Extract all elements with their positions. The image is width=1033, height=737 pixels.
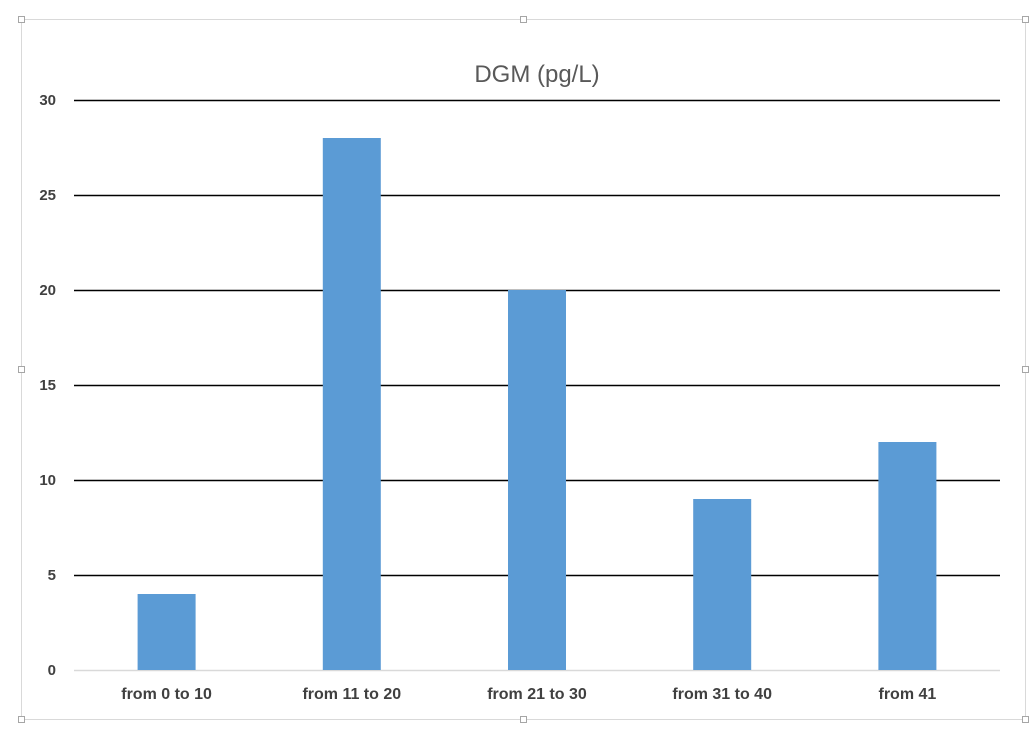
bar — [137, 594, 196, 670]
y-tick-label: 30 — [39, 92, 56, 109]
x-category-label: from 31 to 40 — [672, 686, 772, 703]
resize-handle[interactable] — [1022, 366, 1029, 373]
bar — [322, 138, 381, 670]
x-category-label: from 0 to 10 — [121, 686, 212, 703]
resize-handle[interactable] — [18, 716, 25, 723]
y-tick-label: 20 — [39, 282, 56, 299]
resize-handle[interactable] — [1022, 716, 1029, 723]
y-tick-label: 0 — [48, 662, 56, 679]
bars — [137, 138, 937, 670]
y-tick-label: 15 — [39, 377, 56, 394]
y-tick-label: 25 — [39, 187, 56, 204]
bar — [693, 499, 752, 670]
chart-title: DGM (pg/L) — [474, 61, 599, 88]
x-category-label: from 41 — [879, 686, 937, 703]
bar — [878, 442, 937, 670]
resize-handle[interactable] — [18, 366, 25, 373]
y-axis-ticks: 0 5 10 15 20 25 30 — [39, 92, 56, 679]
x-category-label: from 11 to 20 — [302, 686, 401, 703]
y-tick-label: 5 — [48, 567, 56, 584]
bar — [508, 290, 566, 670]
resize-handle[interactable] — [520, 16, 527, 23]
selection-handles[interactable] — [18, 16, 1029, 723]
resize-handle[interactable] — [520, 716, 527, 723]
y-tick-label: 10 — [39, 472, 56, 489]
x-axis-labels: from 0 to 10 from 11 to 20 from 21 to 30 fr… — [121, 686, 936, 703]
x-category-label: from 21 to 30 — [487, 686, 587, 703]
resize-handle[interactable] — [1022, 16, 1029, 23]
resize-handle[interactable] — [18, 16, 25, 23]
